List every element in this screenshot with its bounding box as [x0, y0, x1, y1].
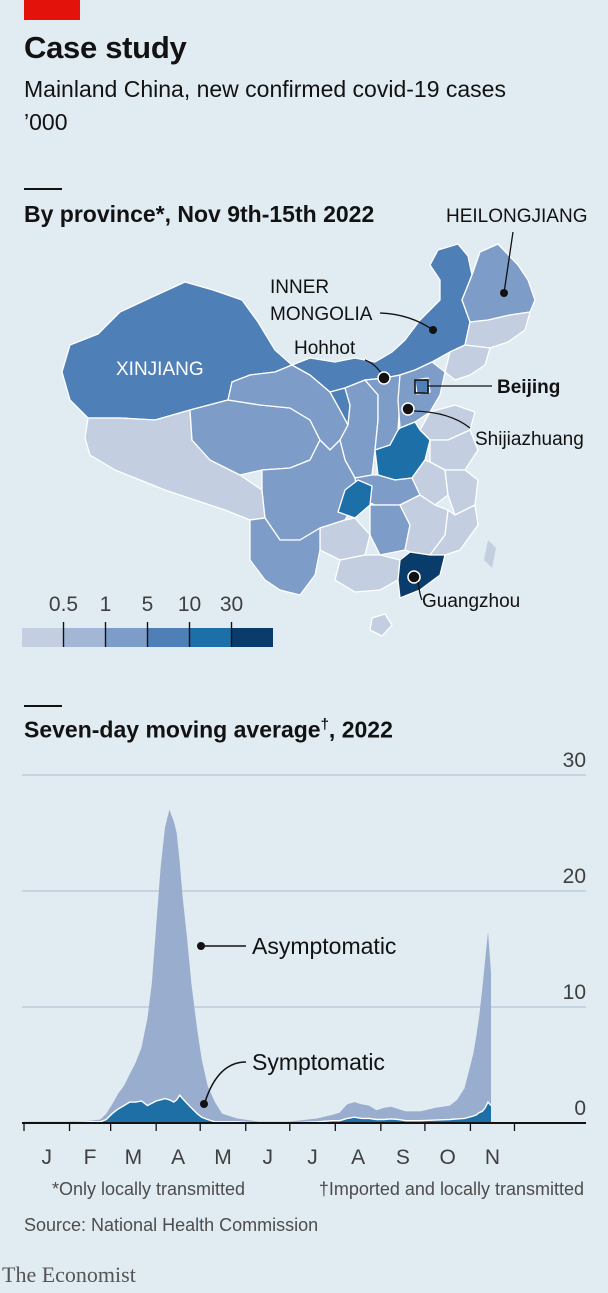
xtick-label-2: M	[125, 1146, 143, 1169]
ytick-label-20: 20	[563, 865, 586, 888]
province-liaoning	[444, 344, 491, 381]
legend-threshold-4: 30	[220, 593, 243, 616]
legend-threshold-2: 5	[142, 593, 154, 616]
leader-heilongjiang	[503, 231, 514, 294]
ytick-label-0: 0	[574, 1097, 586, 1120]
footnote-star: *Only locally transmitted	[52, 1179, 246, 1199]
xtick-label-6: J	[307, 1146, 318, 1169]
marker-heilongjiang	[500, 289, 508, 297]
annotation-symptomatic: Symptomatic	[252, 1049, 385, 1075]
chart-subtitle: Mainland China, new confirmed covid-19 c…	[24, 76, 506, 102]
legend-swatch-0	[22, 628, 63, 647]
marker-shijiazhuang	[401, 402, 415, 416]
x-ticks	[23, 1123, 516, 1131]
chart-title: Case study	[24, 30, 187, 65]
map-annotations: HEILONGJIANG INNER MONGOLIA XINJIANG Hoh…	[116, 206, 587, 612]
leader-shijiazhuang	[413, 410, 471, 429]
annotation-marker-symptomatic	[200, 1100, 208, 1108]
xtick-label-9: O	[439, 1146, 455, 1169]
ytick-label-10: 10	[563, 981, 586, 1004]
annotation-marker-asymptomatic	[197, 942, 205, 950]
china-province-map	[61, 243, 536, 637]
legend-swatch-1	[64, 628, 105, 647]
marker-hohhot	[377, 371, 391, 385]
brand-wordmark: The Economist	[2, 1262, 136, 1287]
annotation-asymptomatic: Asymptomatic	[252, 933, 396, 959]
xtick-label-7: A	[351, 1146, 365, 1169]
xtick-label-0: J	[42, 1146, 53, 1169]
y-gridlines	[22, 774, 586, 1008]
province-taiwan	[484, 540, 496, 568]
xtick-label-4: M	[214, 1146, 232, 1169]
xtick-label-3: A	[171, 1146, 185, 1169]
section-rule-map	[24, 188, 62, 190]
map-legend: 0.5 1 5 10 30	[22, 593, 273, 647]
marker-inner-mongolia	[429, 326, 437, 334]
province-yunnan	[249, 517, 321, 596]
legend-swatch-4	[190, 628, 231, 647]
chart-section-title-year: , 2022	[328, 716, 393, 743]
province-beijing	[414, 377, 431, 395]
series-symptomatic-area	[24, 1095, 491, 1123]
legend-threshold-3: 10	[178, 593, 201, 616]
label-hohhot: Hohhot	[294, 338, 356, 359]
legend-swatch-5	[232, 628, 273, 647]
legend-threshold-1: 1	[100, 593, 112, 616]
legend-threshold-0: 0.5	[49, 593, 78, 616]
brand-accent-bar	[24, 0, 80, 20]
xtick-label-5: J	[263, 1146, 274, 1169]
label-shijiazhuang: Shijiazhuang	[475, 429, 584, 450]
label-xinjiang: XINJIANG	[116, 359, 204, 380]
series-symptomatic-outline	[24, 1094, 492, 1124]
label-inner-mongolia-2: MONGOLIA	[270, 304, 373, 325]
label-inner-mongolia-1: INNER	[270, 277, 329, 298]
province-guangdong	[397, 551, 446, 599]
xtick-label-8: S	[396, 1146, 410, 1169]
label-heilongjiang: HEILONGJIANG	[446, 206, 587, 227]
province-hainan	[369, 613, 393, 637]
chart-unit: ’000	[24, 109, 68, 135]
source-note: Source: National Health Commission	[24, 1215, 319, 1235]
xtick-label-10: N	[485, 1146, 500, 1169]
chart-section-title-dagger: †	[320, 716, 329, 733]
province-fujian	[429, 504, 479, 556]
label-guangzhou: Guangzhou	[422, 591, 520, 612]
moving-average-chart: 0 10 20 30 J F M A M J J A S O N Asymptomatic Symptom…	[22, 749, 586, 1169]
annotation-leader-symptomatic	[204, 1061, 247, 1103]
xtick-label-1: F	[84, 1146, 97, 1169]
chart-section-title-main: Seven-day moving average	[24, 716, 321, 743]
province-heilongjiang	[461, 243, 536, 323]
footnote-dagger: †Imported and locally transmitted	[318, 1179, 584, 1199]
province-guizhou	[319, 517, 371, 561]
series-asymptomatic-area	[24, 809, 491, 1123]
map-section-title: By province*, Nov 9th-15th 2022	[24, 201, 375, 227]
leader-inner-mongolia	[379, 312, 434, 331]
section-rule-chart	[24, 705, 62, 707]
label-beijing: Beijing	[497, 377, 560, 398]
marker-guangzhou	[407, 570, 421, 584]
legend-swatch-3	[148, 628, 189, 647]
leader-guangzhou	[417, 581, 423, 601]
ytick-label-30: 30	[563, 749, 586, 772]
chart-section-title: Seven-day moving average†, 2022	[24, 716, 393, 744]
y-tick-labels: 0 10 20 30	[563, 749, 586, 1120]
province-guangxi	[334, 554, 401, 593]
legend-swatch-2	[106, 628, 147, 647]
